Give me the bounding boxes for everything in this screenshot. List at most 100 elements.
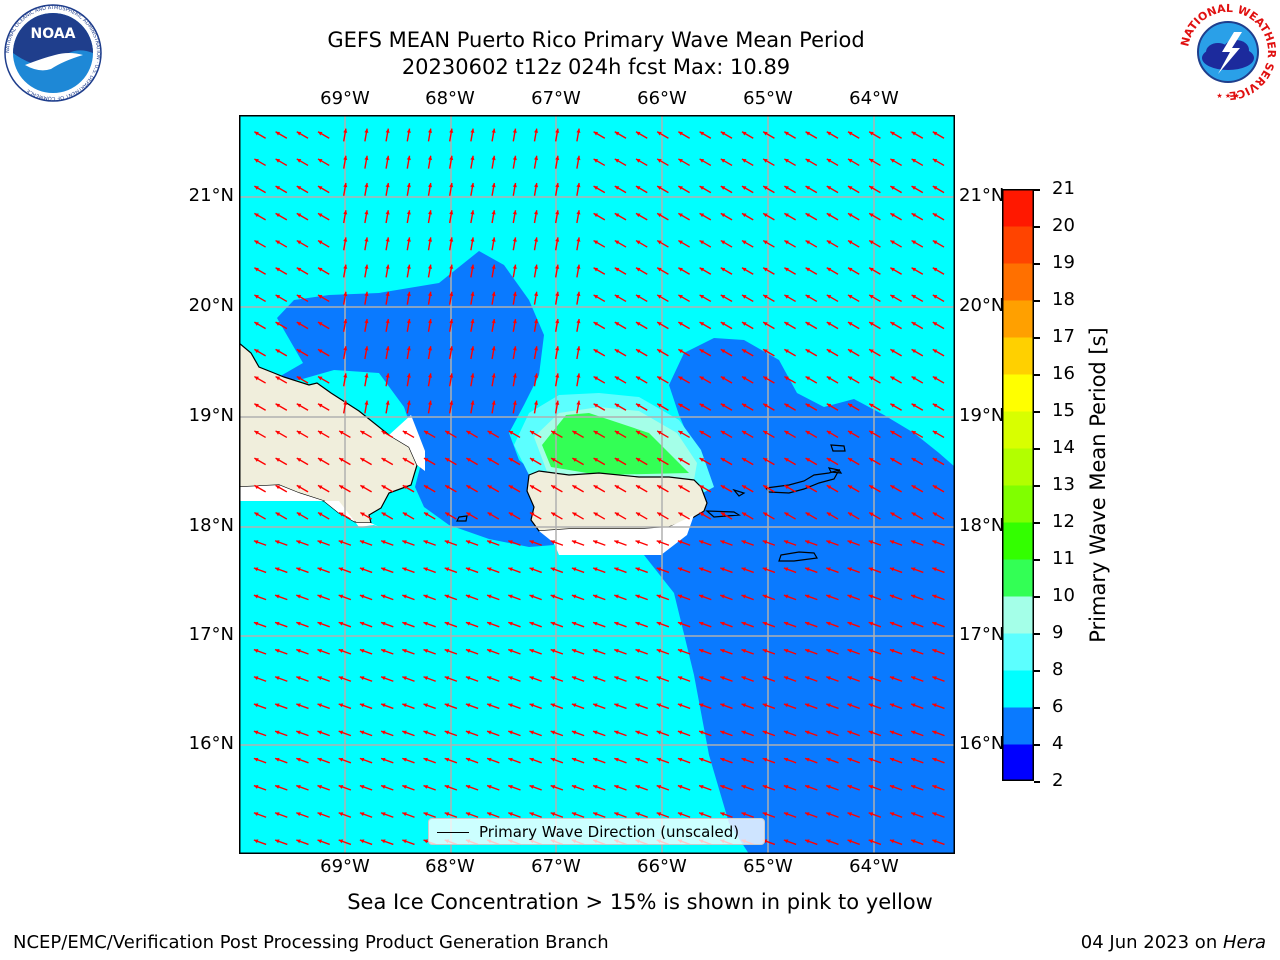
colorbar-band — [1002, 189, 1034, 227]
wave-arrow — [698, 648, 712, 655]
wave-arrow — [699, 457, 712, 466]
wave-arrow — [890, 403, 902, 411]
wave-arrow — [296, 812, 309, 818]
wave-arrow — [550, 703, 564, 710]
wave-arrow — [465, 757, 479, 764]
wave-arrow — [380, 784, 394, 791]
wave-arrow — [868, 757, 882, 764]
wave-arrow — [805, 294, 818, 303]
wave-arrow — [275, 348, 288, 357]
wave-arrow — [932, 511, 945, 520]
wave-arrow — [699, 430, 712, 439]
wave-arrow — [385, 400, 390, 414]
nws-logo: NATIONAL WEATHER SERVICE ★ ★ ★ — [1178, 2, 1278, 102]
wave-arrow — [762, 594, 776, 601]
wave-arrow — [762, 648, 776, 655]
wave-arrow — [656, 131, 669, 139]
wave-arrow — [868, 812, 882, 818]
wave-arrow — [364, 346, 369, 360]
wave-arrow — [423, 648, 436, 655]
wave-arrow — [380, 812, 394, 818]
wave-arrow — [448, 346, 454, 360]
wave-arrow — [423, 676, 436, 682]
wave-arrow — [444, 567, 458, 574]
wave-arrow — [512, 318, 517, 332]
wave-arrow — [784, 484, 796, 493]
wave-arrow — [804, 784, 818, 791]
wave-arrow — [720, 375, 733, 384]
wave-arrow — [910, 540, 924, 546]
wave-arrow — [486, 567, 500, 574]
wave-arrow — [762, 321, 775, 330]
colorbar-tick: 20 — [1052, 215, 1075, 236]
wave-arrow — [338, 430, 351, 439]
wave-arrow — [470, 346, 475, 360]
lon-tick-bottom: 66°W — [637, 856, 687, 877]
wave-arrow — [296, 212, 309, 221]
wave-arrow — [486, 540, 500, 546]
colorbar-band — [1002, 596, 1034, 634]
wave-arrow — [847, 158, 860, 167]
colorbar-tick-mark — [1034, 633, 1040, 635]
wave-arrow — [614, 540, 627, 546]
wave-arrow — [635, 676, 648, 682]
wave-arrow — [656, 812, 670, 818]
wave-arrow — [889, 540, 903, 546]
wave-arrow — [910, 784, 924, 791]
wave-arrow — [635, 267, 648, 275]
wave-arrow — [380, 594, 394, 601]
wave-arrow — [911, 185, 924, 194]
wave-arrow — [635, 594, 648, 601]
lon-tick-bottom: 65°W — [743, 856, 793, 877]
wave-arrow — [720, 511, 733, 520]
wave-arrow — [296, 540, 309, 546]
wave-arrow — [465, 676, 479, 682]
wave-arrow — [677, 676, 691, 682]
wave-arrow — [465, 648, 479, 655]
st-croix — [778, 551, 818, 562]
wave-arrow — [274, 567, 288, 574]
wave-arrow — [533, 182, 539, 196]
wave-arrow — [380, 621, 394, 628]
wave-arrow — [593, 158, 606, 167]
wave-arrow — [529, 730, 542, 737]
wave-arrow — [470, 182, 475, 196]
wave-arrow — [296, 185, 309, 194]
wave-arrow — [593, 457, 606, 466]
wave-arrow — [720, 567, 733, 574]
lon-tick-top: 68°W — [425, 88, 475, 109]
wave-arrow — [466, 430, 478, 439]
wave-arrow — [784, 457, 796, 466]
wave-arrow — [783, 730, 797, 737]
wave-arrow — [868, 212, 881, 221]
wave-arrow — [889, 703, 903, 710]
wave-arrow — [656, 348, 669, 357]
wave-arrow — [380, 540, 394, 546]
wave-arrow — [550, 430, 563, 439]
colorbar-tick-mark — [1034, 300, 1040, 302]
wave-arrow — [576, 128, 581, 142]
wave-arrow — [805, 321, 818, 330]
wave-arrow — [826, 676, 839, 682]
wave-arrow — [508, 567, 521, 574]
wave-arrow — [444, 484, 457, 493]
wave-arrow — [911, 348, 924, 357]
virgin-islands — [705, 469, 841, 518]
colorbar-tick-mark — [1034, 596, 1040, 598]
wave-arrow — [338, 567, 352, 574]
wave-arrow — [614, 267, 627, 275]
wave-arrow — [486, 757, 500, 764]
wave-arrow — [444, 511, 457, 520]
wave-arrow — [932, 267, 945, 275]
wave-arrow — [550, 757, 564, 764]
wave-arrow — [699, 321, 712, 330]
wave-arrow — [805, 131, 818, 139]
wave-arrow — [342, 128, 348, 142]
wave-arrow — [470, 291, 475, 305]
wave-arrow — [656, 784, 670, 791]
wave-arrow — [444, 648, 458, 655]
wave-arrow — [508, 594, 521, 601]
wave-arrow — [741, 594, 754, 601]
wave-arrow — [359, 648, 373, 655]
wave-arrow — [491, 318, 496, 332]
